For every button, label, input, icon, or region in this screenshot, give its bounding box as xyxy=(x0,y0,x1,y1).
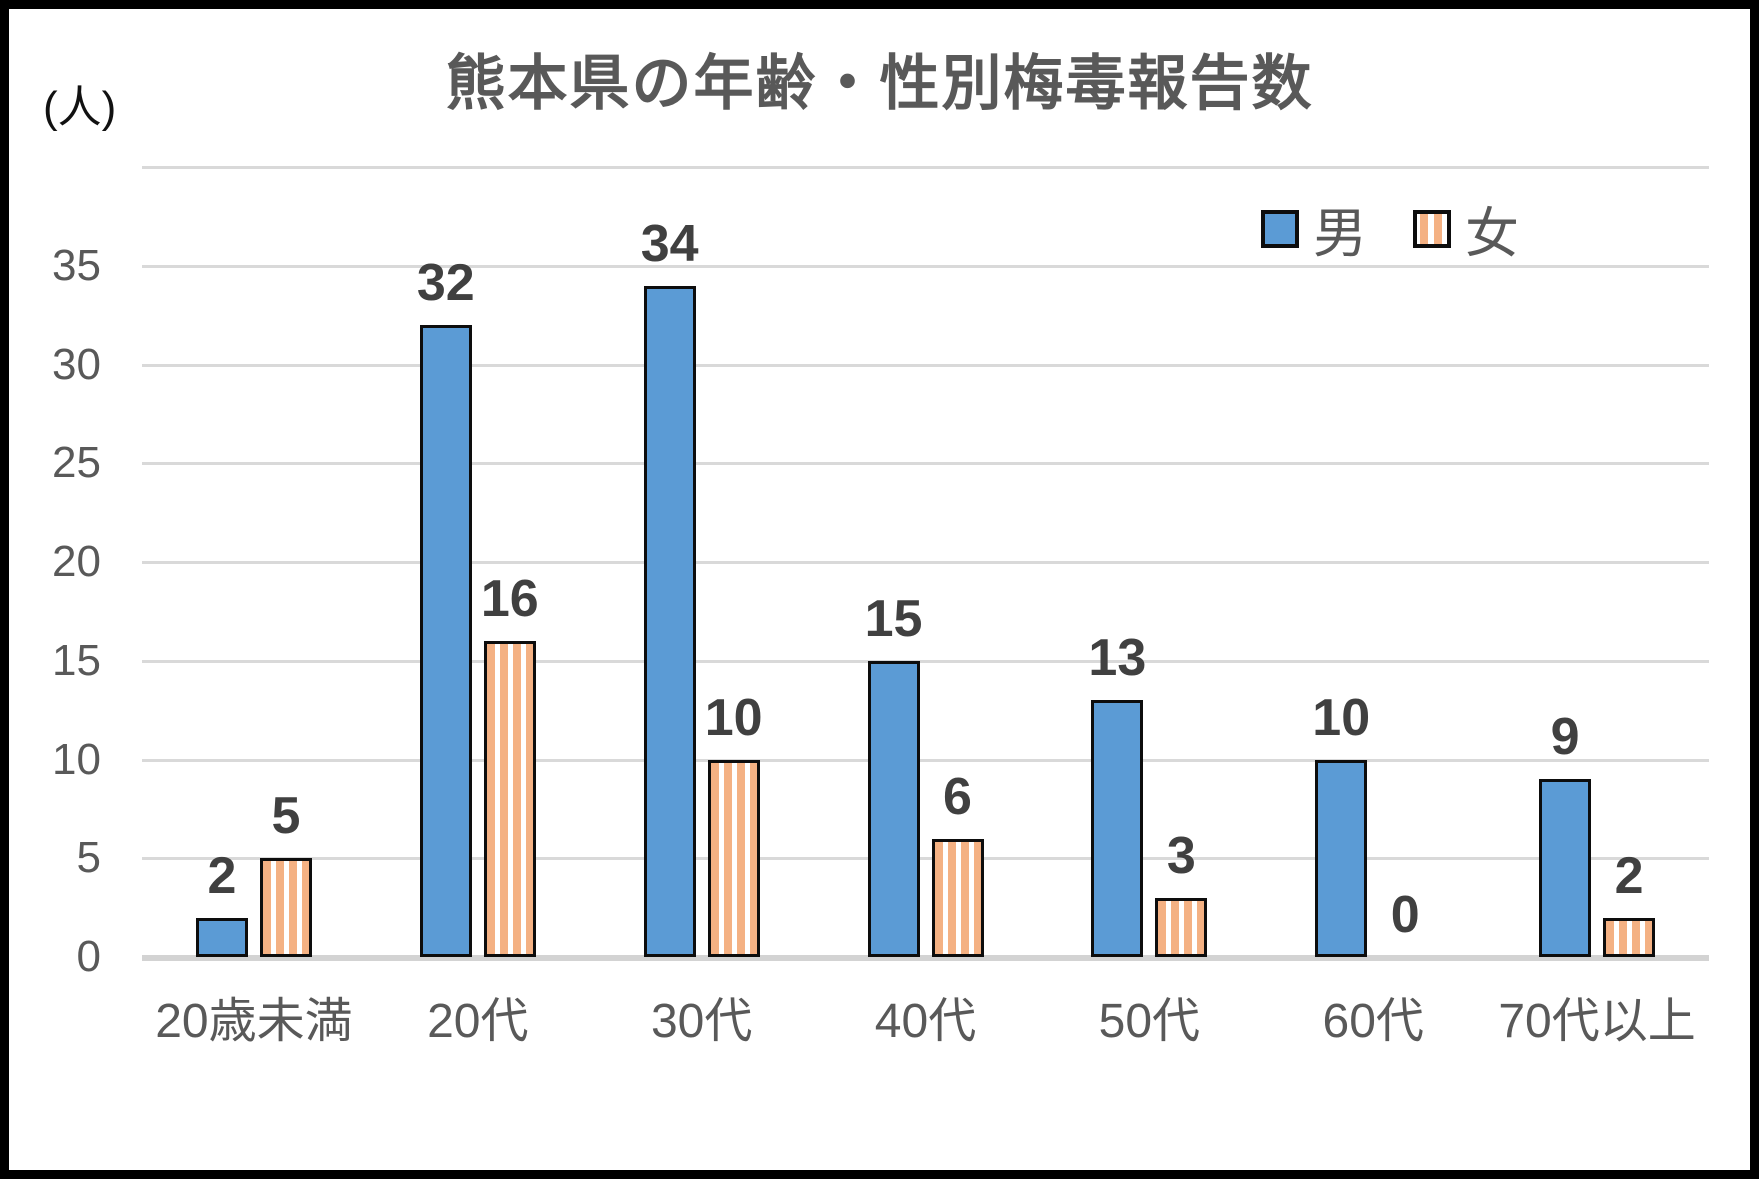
gridline xyxy=(142,264,1709,268)
x-category-label: 20代 xyxy=(427,995,529,1048)
bar-female-50代 xyxy=(1155,897,1208,957)
y-tick-label: 25 xyxy=(52,438,101,488)
gridline xyxy=(142,462,1709,466)
data-label: 0 xyxy=(1390,886,1420,944)
gridline xyxy=(142,659,1709,663)
bar-female-20代 xyxy=(483,641,536,957)
male-series-swatch-icon xyxy=(1261,209,1299,248)
bar-male-70代以上 xyxy=(1539,779,1592,957)
x-category-label: 30代 xyxy=(650,995,753,1048)
data-label: 5 xyxy=(271,787,301,846)
data-label: 13 xyxy=(1088,629,1147,688)
bar-male-40代 xyxy=(867,660,920,957)
y-tick-label: 5 xyxy=(76,833,101,883)
x-category-label: 20歳未満 xyxy=(155,995,353,1048)
legend-item-female: 女 xyxy=(1413,189,1519,268)
bar-male-60代 xyxy=(1315,759,1368,957)
legend-label-male: 男 xyxy=(1313,204,1367,264)
gridline xyxy=(142,561,1709,564)
data-label: 34 xyxy=(640,214,699,273)
y-tick-label: 10 xyxy=(52,734,101,784)
chart-title: 熊本県の年齢・性別梅毒報告数 xyxy=(445,50,1314,117)
legend-label-female: 女 xyxy=(1465,204,1519,264)
bar-male-20代 xyxy=(419,325,472,957)
data-label: 10 xyxy=(1312,688,1371,747)
y-tick-label: 20 xyxy=(52,537,101,586)
y-axis-unit-label: (人) xyxy=(43,83,117,132)
data-label: 15 xyxy=(864,589,923,648)
bar-female-70代以上 xyxy=(1603,917,1656,957)
data-label: 9 xyxy=(1550,708,1580,767)
x-category-label: 40代 xyxy=(874,995,977,1048)
y-tick-label: 15 xyxy=(52,635,101,685)
gridline xyxy=(142,363,1709,367)
data-label: 10 xyxy=(704,688,763,747)
x-category-label: 70代以上 xyxy=(1498,995,1696,1048)
gridline xyxy=(142,758,1709,762)
bar-female-20歳未満 xyxy=(259,858,312,957)
legend: 男 女 xyxy=(1261,189,1519,268)
y-tick-label: 35 xyxy=(52,240,101,290)
x-category-label: 50代 xyxy=(1098,995,1201,1048)
data-label: 6 xyxy=(943,767,972,826)
x-axis-line xyxy=(142,955,1709,961)
data-label: 2 xyxy=(207,846,237,905)
bar-male-50代 xyxy=(1091,700,1144,957)
data-label: 2 xyxy=(1614,846,1644,905)
gridline xyxy=(142,166,1709,169)
bar-female-30代 xyxy=(707,759,760,957)
gridline xyxy=(142,857,1709,861)
data-label: 32 xyxy=(416,254,475,312)
y-tick-label: 0 xyxy=(76,932,101,981)
data-label: 16 xyxy=(480,570,539,628)
x-category-label: 60代 xyxy=(1322,995,1424,1048)
bar-male-30代 xyxy=(643,285,696,957)
female-series-swatch-icon xyxy=(1413,209,1451,248)
data-label: 3 xyxy=(1166,826,1196,885)
y-tick-label: 30 xyxy=(52,339,101,389)
legend-item-male: 男 xyxy=(1261,189,1367,268)
bar-female-40代 xyxy=(931,838,984,957)
bar-male-20歳未満 xyxy=(195,917,248,957)
